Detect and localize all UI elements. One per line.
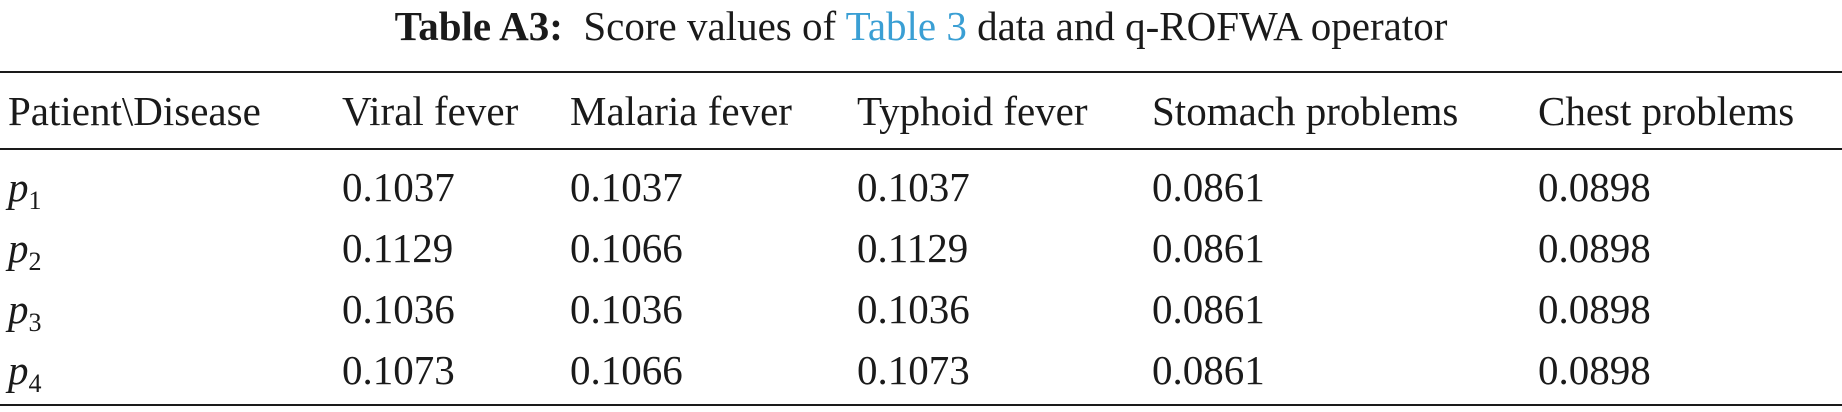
table-header-rule [0, 148, 1842, 150]
cell-malaria-fever: 0.1066 [570, 347, 683, 393]
cell-viral-fever: 0.1129 [342, 225, 454, 271]
cell-typhoid-fever: 0.1036 [857, 286, 970, 332]
cell-stomach-problems: 0.0861 [1152, 164, 1265, 210]
header-chest-problems: Chest problems [1538, 88, 1795, 134]
header-patient-disease: Patient\Disease [8, 88, 261, 134]
table-top-rule [0, 71, 1842, 73]
cell-malaria-fever: 0.1037 [570, 164, 683, 210]
cell-stomach-problems: 0.0861 [1152, 347, 1265, 393]
caption-text-after: data and q-ROFWA operator [977, 3, 1448, 49]
cell-typhoid-fever: 0.1037 [857, 164, 970, 210]
cell-viral-fever: 0.1036 [342, 286, 455, 332]
row-patient-label: p3 [8, 286, 42, 337]
header-stomach-problems: Stomach problems [1152, 88, 1459, 134]
header-malaria-fever: Malaria fever [570, 88, 792, 134]
cell-viral-fever: 0.1073 [342, 347, 455, 393]
cell-chest-problems: 0.0898 [1538, 286, 1651, 332]
cell-viral-fever: 0.1037 [342, 164, 455, 210]
cell-chest-problems: 0.0898 [1538, 347, 1651, 393]
header-viral-fever: Viral fever [342, 88, 519, 134]
header-typhoid-fever: Typhoid fever [857, 88, 1088, 134]
cell-malaria-fever: 0.1036 [570, 286, 683, 332]
table-reference-link[interactable]: Table 3 [845, 3, 967, 49]
cell-stomach-problems: 0.0861 [1152, 225, 1265, 271]
row-patient-label: p4 [8, 347, 42, 398]
row-patient-label: p1 [8, 164, 42, 215]
table-bottom-rule [0, 404, 1842, 406]
caption-label: Table A3: [394, 3, 563, 49]
row-patient-label: p2 [8, 225, 42, 276]
cell-typhoid-fever: 0.1073 [857, 347, 970, 393]
cell-malaria-fever: 0.1066 [570, 225, 683, 271]
cell-chest-problems: 0.0898 [1538, 164, 1651, 210]
cell-typhoid-fever: 0.1129 [857, 225, 969, 271]
caption-text-before: Score values of [583, 3, 837, 49]
table-caption: Table A3: Score values of Table 3 data a… [0, 2, 1842, 50]
cell-stomach-problems: 0.0861 [1152, 286, 1265, 332]
cell-chest-problems: 0.0898 [1538, 225, 1651, 271]
